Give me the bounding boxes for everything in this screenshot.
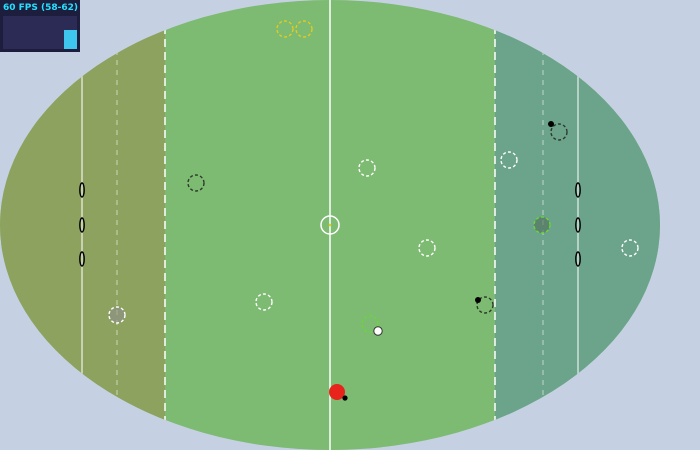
- ball-carrier[interactable]: [329, 384, 345, 400]
- right-goal-post-middle: [575, 217, 581, 233]
- player-yellow[interactable]: [295, 20, 313, 38]
- fps-label: 60 FPS (58-62): [3, 3, 79, 13]
- player-white[interactable]: [418, 239, 436, 257]
- players-layer: [108, 20, 639, 333]
- left-goal-post-middle: [79, 217, 85, 233]
- ball-carrier-dot: [342, 395, 348, 401]
- center-spot: [328, 223, 332, 227]
- player-yellow[interactable]: [276, 20, 294, 38]
- player-green[interactable]: [361, 315, 379, 333]
- player-white[interactable]: [621, 239, 639, 257]
- right-goal-post-bottom: [575, 251, 581, 267]
- left-goal-posts: [79, 182, 85, 267]
- center-circle: [320, 215, 340, 235]
- player-green[interactable]: [533, 216, 551, 234]
- carried-ball-dot: [475, 297, 481, 303]
- ball[interactable]: [373, 326, 383, 336]
- fps-graph: [3, 16, 77, 49]
- player-dark[interactable]: [476, 296, 494, 314]
- left-goal-post-bottom: [79, 251, 85, 267]
- player-dark[interactable]: [187, 174, 205, 192]
- carried-ball-dot: [548, 121, 554, 127]
- right-goal-posts: [575, 182, 581, 267]
- right-goal-post-top: [575, 182, 581, 198]
- left-goal-post-top: [79, 182, 85, 198]
- player-dark[interactable]: [550, 123, 568, 141]
- field-right-zone: [495, 0, 660, 450]
- player-white[interactable]: [108, 306, 126, 324]
- fps-meter: 60 FPS (58-62): [0, 0, 80, 52]
- fps-graph-bar: [64, 30, 77, 49]
- player-white[interactable]: [500, 151, 518, 169]
- player-white[interactable]: [358, 159, 376, 177]
- player-white[interactable]: [255, 293, 273, 311]
